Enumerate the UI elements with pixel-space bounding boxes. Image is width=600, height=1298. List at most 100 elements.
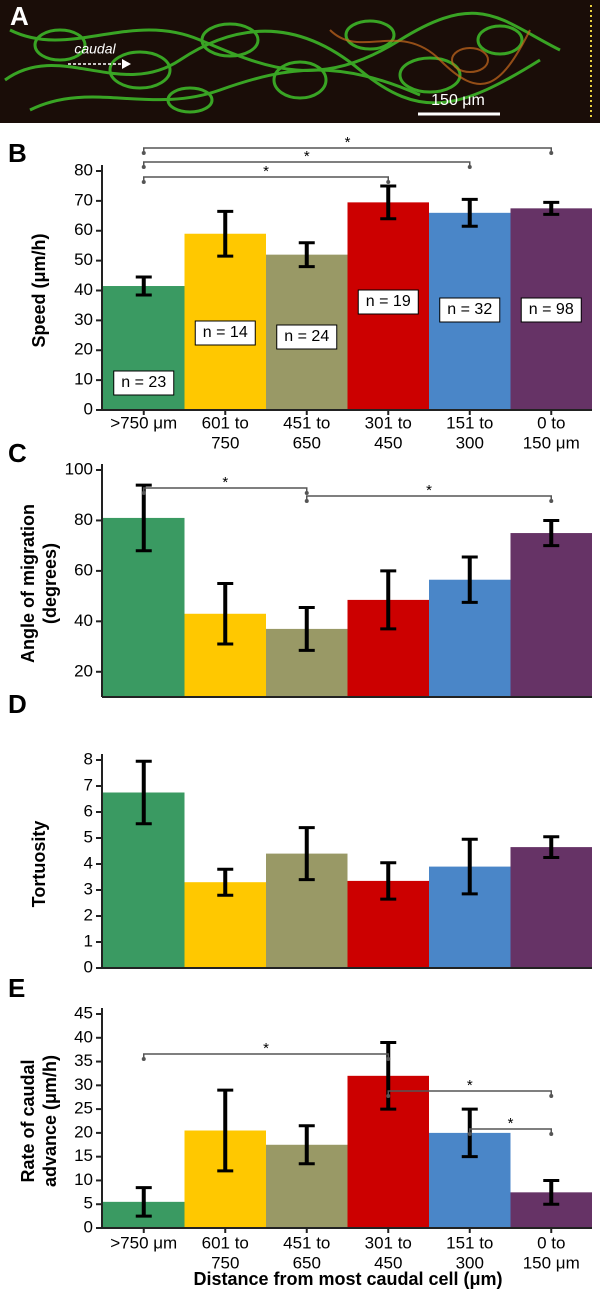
bar [510,533,592,697]
y-tick-label: 6 [84,801,93,820]
x-tick-label: 451 to [283,1233,330,1252]
x-tick-label: 650 [293,1253,321,1272]
scale-label: 150 μm [431,92,485,109]
error-bar [461,837,478,896]
y-tick-label: 20 [74,1122,93,1141]
x-tick-label: >750 μm [110,1233,177,1252]
n-label-box [276,324,338,350]
cells [329,29,531,85]
significance-bracket [469,1128,552,1134]
y-tick-label: 10 [74,1170,93,1189]
y-tick-label: 80 [74,160,93,179]
bracket-end [386,180,391,184]
x-tick-label: 0 to [537,413,565,432]
x-tick-label: 601 to [202,1233,249,1252]
y-tick-label: 5 [84,827,93,846]
significance-bracket [143,176,389,182]
x-tick-label: 150 μm [523,433,580,452]
y-tick-label: 7 [84,775,93,794]
x-tick-label: 150 μm [523,1253,580,1272]
bar [510,847,592,968]
error-bar [135,483,152,553]
error-bar [298,1124,315,1166]
y-tick-label: 2 [84,905,93,924]
x-tick-label: 151 to [446,413,493,432]
error-bar [543,200,560,216]
bracket-end [141,165,146,169]
y-tick-label: 0 [84,957,93,976]
significance-bracket [143,1053,389,1059]
panel-label: C [8,438,27,468]
panel: E Rate of caudal advance (μm/h) 0 5 10 15 20 25 3… [8,973,592,1272]
panel: C Angle of migration (degrees) 20 40 60 80 100 *… [8,438,592,698]
n-label: n = 19 [366,293,411,310]
error-bar [461,555,478,604]
error-bar [461,197,478,228]
n-label: n = 14 [203,324,248,341]
error-bar [380,569,397,631]
panel-a: caudal 150 μm A [0,0,600,123]
y-tick-label: 10 [74,370,93,389]
x-tick-label: 450 [374,1253,402,1272]
bracket-end [141,151,146,155]
panel: D Tortuosity 0 1 2 3 4 5 6 7 8 [8,689,592,976]
x-tick-label: >750 μm [110,413,177,432]
significance-label: * [304,148,310,165]
panel: B Speed (μm/h) 0 10 20 30 40 50 60 70 80 >750 μm 601… [8,134,592,452]
significance-label: * [263,1040,269,1057]
bracket-end [549,151,554,155]
y-tick-label: 60 [74,560,93,579]
y-tick-label: 3 [84,879,93,898]
error-bar [543,835,560,859]
significance-label: * [222,474,228,491]
error-bar [380,861,397,901]
significance-bracket [143,147,552,153]
bracket-end [467,1132,472,1136]
y-tick-label: 4 [84,853,93,872]
significance-bracket [306,495,552,501]
x-tick-label: 301 to [365,413,412,432]
y-tick-label: 1 [84,931,93,950]
significance-label: * [508,1115,514,1132]
bracket-end [386,1057,391,1061]
significance-label: * [467,1077,473,1094]
x-tick-label: 750 [211,1253,239,1272]
x-tick-label: 450 [374,433,402,452]
y-tick-label: 8 [84,749,93,768]
error-bar [543,1178,560,1206]
y-tick-label: 15 [74,1146,93,1165]
y-axis-title: Speed (μm/h) [29,233,49,347]
n-label-box [520,297,582,323]
n-label-box [194,320,256,346]
y-tick-label: 45 [74,1003,93,1022]
y-tick-label: 70 [74,190,93,209]
y-tick-label: 30 [74,1075,93,1094]
bracket-end [549,1132,554,1136]
significance-label: * [263,163,269,180]
x-tick-label: 0 to [537,1233,565,1252]
error-bar [217,582,234,646]
y-tick-label: 5 [84,1194,93,1213]
n-label-box [439,297,501,323]
x-tick-label: 300 [456,433,484,452]
panel-label: A [10,1,29,31]
significance-label: * [426,482,432,499]
n-label-box [113,370,175,396]
x-tick-label: 301 to [365,1233,412,1252]
n-label-box [357,289,419,315]
panel-label: D [8,689,27,719]
y-tick-label: 80 [74,510,93,529]
y-axis-title: Tortuosity [29,821,49,908]
n-label: n = 24 [284,328,329,345]
y-tick-label: 40 [74,611,93,630]
error-bar [217,1088,234,1173]
significance-bracket [143,161,471,167]
n-label: n = 98 [529,301,574,318]
panel-label: B [8,138,27,168]
bracket-end [141,180,146,184]
error-bar [135,1186,152,1218]
error-bar [298,605,315,652]
error-bar [217,867,234,897]
bracket-end [141,1057,146,1061]
